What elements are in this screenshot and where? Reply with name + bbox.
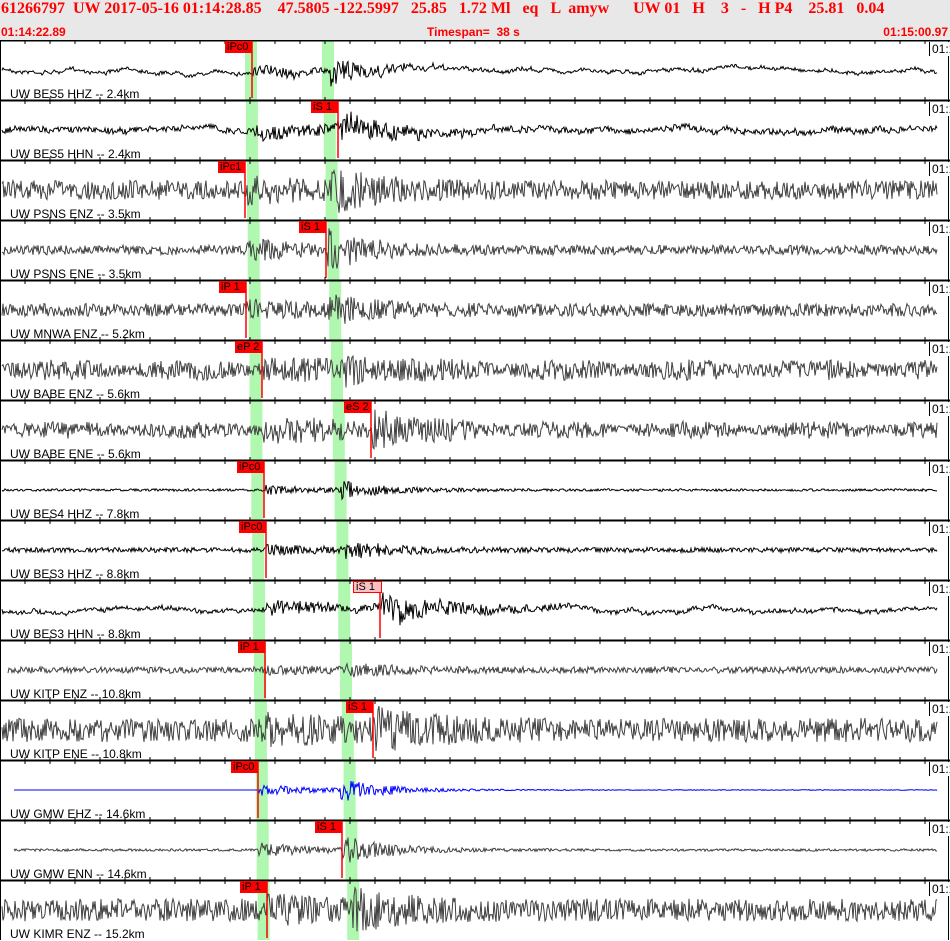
phase-pick-flag[interactable]: iP 1 xyxy=(219,281,246,293)
channel-label[interactable]: UW GMW ENN -- 14.6km xyxy=(10,867,147,881)
channel-label[interactable]: UW BES3 HHN -- 8.8km xyxy=(10,627,141,641)
trace-time-label: 01:1 xyxy=(929,642,950,656)
phase-pick-flag[interactable]: iPc0 xyxy=(231,761,258,773)
trace-time-label: 01:1 xyxy=(929,582,950,596)
channel-label[interactable]: UW KITP ENZ -- 10.8km xyxy=(10,687,142,701)
trace-time-label: 01:1 xyxy=(929,702,950,716)
trace-time-label: 01:1 xyxy=(929,762,950,776)
waveform-panel[interactable]: UW BES5 HHZ -- 2.4km 01:1 iPc0 UW BES5 HHN … xyxy=(0,40,950,941)
seismogram-trace xyxy=(1,409,938,451)
trace-time-label: 01:1 xyxy=(929,222,950,236)
phase-pick-flag[interactable]: iPc1 xyxy=(218,161,245,173)
channel-label[interactable]: UW BES4 HHZ -- 7.8km xyxy=(10,507,140,521)
phase-pick-flag[interactable]: iS 1 xyxy=(353,581,382,593)
seismogram-trace xyxy=(13,837,937,863)
phase-pick-flag[interactable]: iS 1 xyxy=(311,101,338,113)
trace-time-label: 01:1 xyxy=(929,822,950,836)
p-window xyxy=(251,460,264,520)
phase-pick-flag[interactable]: iPc0 xyxy=(225,41,252,53)
seismogram-trace xyxy=(1,60,938,87)
seismogram-trace xyxy=(14,781,938,801)
trace-time-label: 01:1 xyxy=(929,882,950,896)
trace-time-label: 01:1 xyxy=(929,462,950,476)
channel-label[interactable]: UW BABE ENZ -- 5.6km xyxy=(10,387,141,401)
phase-pick-flag[interactable]: eS 2 xyxy=(344,401,371,413)
seismogram-trace xyxy=(1,354,938,388)
phase-pick-flag[interactable]: iP 1 xyxy=(240,881,267,893)
channel-label[interactable]: UW KIMR ENZ -- 15.2km xyxy=(10,927,145,941)
s-window xyxy=(336,520,349,580)
channel-label[interactable]: UW PSNS ENZ -- 3.5km xyxy=(10,207,141,221)
channel-label[interactable]: UW KITP ENE -- 10.8km xyxy=(10,747,142,761)
phase-pick-flag[interactable]: iPc0 xyxy=(237,461,264,473)
trace-time-label: 01:1 xyxy=(929,282,950,296)
phase-pick-flag[interactable]: eP 2 xyxy=(235,341,262,353)
end-time: 01:15:00.97 xyxy=(883,25,948,39)
seismogram-trace xyxy=(7,661,938,678)
p-window xyxy=(249,340,262,400)
seismogram-trace xyxy=(1,592,938,626)
phase-pick-flag[interactable]: iS 1 xyxy=(346,701,373,713)
trace-time-label: 01:1 xyxy=(929,102,950,116)
s-window xyxy=(331,340,343,400)
channel-label[interactable]: UW BES5 HHZ -- 2.4km xyxy=(10,87,140,101)
seismogram-trace xyxy=(1,481,938,501)
seismogram-trace xyxy=(1,886,938,932)
event-summary: 61266797 UW 2017-05-16 01:14:28.85 47.58… xyxy=(1,0,885,17)
channel-label[interactable]: UW BABE ENE -- 5.6km xyxy=(10,447,141,461)
trace-time-label: 01:1 xyxy=(929,162,950,176)
seismogram-trace xyxy=(1,111,938,143)
seismogram-trace xyxy=(1,228,938,269)
waveform-canvas[interactable] xyxy=(0,40,950,940)
s-window xyxy=(343,760,356,820)
trace-time-label: 01:1 xyxy=(929,42,950,56)
channel-label[interactable]: UW PSNS ENE -- 3.5km xyxy=(10,267,142,281)
trace-time-label: 01:1 xyxy=(929,402,950,416)
channel-label[interactable]: UW MNWA ENZ -- 5.2km xyxy=(10,327,145,341)
seismogram-trace xyxy=(1,705,938,752)
phase-pick-flag[interactable]: iP 1 xyxy=(238,641,265,653)
timespan: Timespan= 38 s xyxy=(427,25,520,39)
seismogram-trace xyxy=(1,542,938,560)
phase-pick-flag[interactable]: iPc0 xyxy=(239,521,266,533)
channel-label[interactable]: UW GMW EHZ -- 14.6km xyxy=(10,807,146,821)
phase-pick-flag[interactable]: iS 1 xyxy=(299,221,326,233)
channel-label[interactable]: UW BES5 HHN -- 2.4km xyxy=(10,147,141,161)
channel-label[interactable]: UW BES3 HHZ -- 8.8km xyxy=(10,567,140,581)
trace-time-label: 01:1 xyxy=(929,522,950,536)
s-window xyxy=(340,640,352,700)
p-window xyxy=(245,40,257,100)
trace-time-label: 01:1 xyxy=(929,342,950,356)
phase-pick-flag[interactable]: iS 1 xyxy=(315,821,342,833)
p-window xyxy=(256,820,269,880)
seismogram-trace xyxy=(1,169,938,213)
start-time: 01:14:22.89 xyxy=(1,25,66,39)
p-window xyxy=(255,760,268,820)
event-header: 61266797 UW 2017-05-16 01:14:28.85 47.58… xyxy=(0,0,950,40)
seismogram-trace xyxy=(1,294,938,324)
